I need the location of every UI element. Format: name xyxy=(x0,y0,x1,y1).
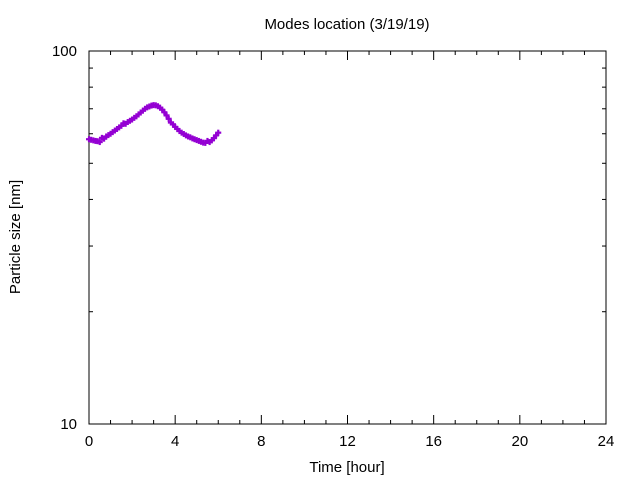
x-tick-label: 16 xyxy=(425,433,442,450)
data-point xyxy=(161,109,168,116)
data-point xyxy=(165,115,172,122)
x-tick-label: 24 xyxy=(598,433,615,450)
y-tick-label: 10 xyxy=(60,416,77,433)
ticks-layer: 0 4 8 12 16 20 24 10 100 xyxy=(52,43,614,450)
x-axis-label: Time [hour] xyxy=(309,459,384,476)
data-point xyxy=(163,112,170,119)
x-tick-label: 20 xyxy=(511,433,528,450)
x-tick-label: 8 xyxy=(257,433,265,450)
y-axis-label: Particle size [nm] xyxy=(7,180,24,294)
x-tick-label: 0 xyxy=(85,433,93,450)
x-tick-label: 12 xyxy=(339,433,356,450)
data-point xyxy=(215,129,222,136)
x-tick-label: 4 xyxy=(171,433,179,450)
chart-title: Modes location (3/19/19) xyxy=(264,16,429,33)
series-layer xyxy=(86,102,222,146)
plot-frame xyxy=(88,50,607,425)
data-point xyxy=(96,139,103,146)
y-tick-label: 100 xyxy=(52,43,77,60)
